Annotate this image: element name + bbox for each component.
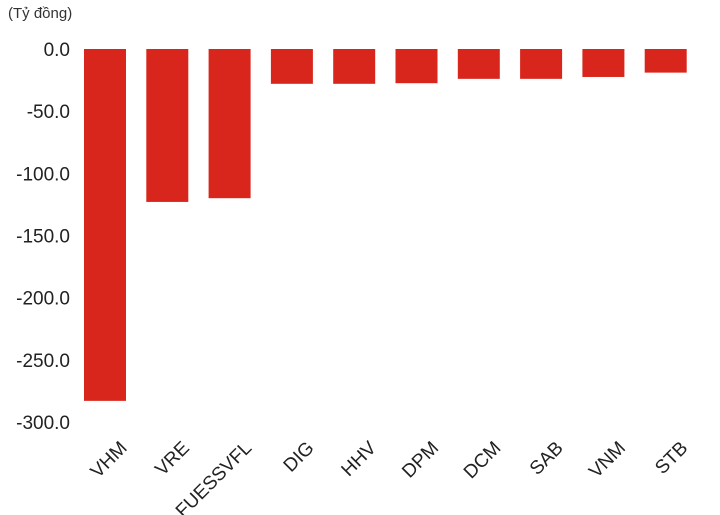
y-axis-ticks: 0.0 -50.0 -100.0 -150.0 -200.0 -250.0 -300.0 bbox=[16, 40, 70, 434]
y-tick-label: -50.0 bbox=[27, 102, 70, 123]
x-tick-label-dpm: DPM bbox=[398, 438, 443, 483]
unit-label: (Tỷ đồng) bbox=[8, 5, 73, 22]
bar-dig bbox=[270, 49, 313, 84]
x-tick-label-stb: STB bbox=[651, 438, 692, 479]
bar-vhm bbox=[84, 49, 126, 401]
bar-sab bbox=[520, 49, 563, 79]
bar-dcm bbox=[457, 49, 500, 79]
x-tick-label-hhv: HHV bbox=[338, 438, 381, 481]
y-tick-label: -100.0 bbox=[16, 164, 70, 185]
x-tick-label-vre: VRE bbox=[151, 438, 193, 480]
bar-dpm bbox=[395, 49, 438, 84]
bars-group bbox=[84, 49, 687, 401]
y-tick-label: -150.0 bbox=[16, 227, 70, 248]
bar-fuessvfl bbox=[208, 49, 251, 199]
x-tick-label-dcm: DCM bbox=[460, 438, 505, 483]
y-tick-label: 0.0 bbox=[44, 40, 70, 61]
bar-vnm bbox=[582, 49, 625, 77]
y-tick-label: -200.0 bbox=[16, 289, 70, 310]
x-tick-label-sab: SAB bbox=[526, 438, 568, 480]
y-tick-label: -300.0 bbox=[16, 413, 70, 434]
bar-stb bbox=[644, 49, 687, 73]
x-tick-label-vnm: VNM bbox=[585, 438, 630, 483]
y-tick-label: -250.0 bbox=[16, 351, 70, 372]
x-tick-label-vhm: VHM bbox=[87, 438, 132, 483]
bar-hhv bbox=[333, 49, 376, 84]
x-tick-label-dig: DIG bbox=[280, 438, 319, 477]
bar-vre bbox=[146, 49, 189, 202]
